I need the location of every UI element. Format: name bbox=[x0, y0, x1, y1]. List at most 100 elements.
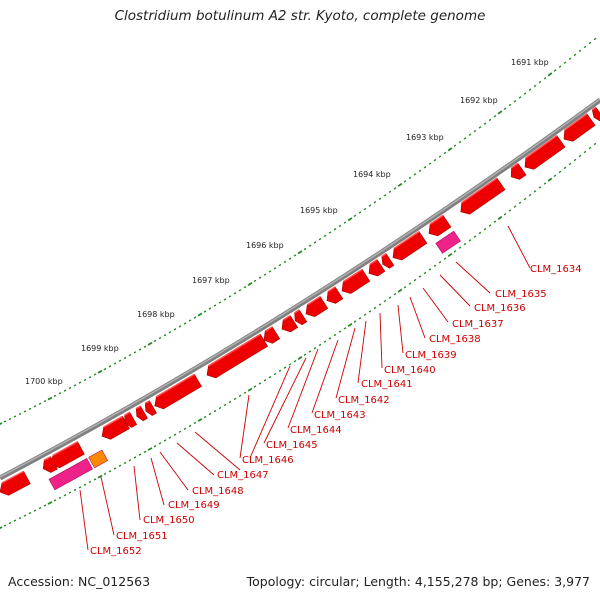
inner-tick-104 bbox=[518, 201, 522, 205]
gene-arrow-6-bevel bbox=[144, 400, 150, 405]
feature-pink-1652 bbox=[48, 458, 93, 491]
outer-tick-115 bbox=[573, 53, 577, 57]
outer-tick-57 bbox=[283, 260, 287, 264]
scale-label-1700: 1700 kbp bbox=[25, 377, 63, 386]
gene-arrow-3-bevel bbox=[103, 415, 123, 428]
outer-tick-66 bbox=[328, 231, 332, 234]
outer-tick-100 bbox=[497, 110, 503, 115]
inner-tick-116 bbox=[578, 154, 582, 158]
gene-label-clm-1634[interactable]: CLM_1634 bbox=[530, 264, 582, 275]
outer-tick-45 bbox=[223, 298, 227, 301]
outer-tick-99 bbox=[493, 114, 497, 118]
inner-tick-84 bbox=[418, 275, 422, 278]
leader-line-8 bbox=[335, 327, 356, 399]
inner-tick-47 bbox=[233, 397, 237, 401]
outer-tick-111 bbox=[553, 69, 557, 72]
gene-arrow-18 bbox=[428, 215, 452, 237]
outer-tick-76 bbox=[378, 197, 382, 200]
gene-label-clm-1635[interactable]: CLM_1635 bbox=[495, 289, 547, 300]
inner-tick-13 bbox=[63, 494, 67, 497]
scale-label-1693: 1693 kbp bbox=[406, 133, 444, 142]
gene-arrow-4-bevel bbox=[124, 411, 131, 416]
inner-tick-80 bbox=[397, 288, 403, 293]
gene-label-clm-1639[interactable]: CLM_1639 bbox=[405, 350, 457, 361]
gene-label-clm-1643[interactable]: CLM_1643 bbox=[314, 410, 366, 421]
outer-tick-14 bbox=[68, 386, 72, 390]
outer-tick-98 bbox=[488, 118, 492, 122]
inner-tick-81 bbox=[403, 285, 407, 289]
gene-label-clm-1644[interactable]: CLM_1644 bbox=[290, 425, 342, 436]
inner-tick-39 bbox=[193, 421, 197, 425]
outer-tick-67 bbox=[333, 228, 337, 231]
outer-tick-82 bbox=[408, 176, 412, 180]
scale-label-1697: 1697 kbp bbox=[192, 276, 230, 285]
genome-backbone bbox=[0, 97, 600, 481]
inner-tick-19 bbox=[93, 478, 97, 481]
gene-arrow-0 bbox=[0, 470, 31, 496]
gene-label-clm-1650[interactable]: CLM_1650 bbox=[143, 515, 195, 526]
outer-tick-77 bbox=[383, 194, 387, 197]
outer-tick-47 bbox=[233, 292, 237, 295]
outer-tick-69 bbox=[343, 221, 347, 224]
gene-label-clm-1638[interactable]: CLM_1638 bbox=[429, 334, 481, 345]
inner-tick-38 bbox=[188, 424, 192, 428]
inner-tick-61 bbox=[303, 353, 307, 356]
inner-tick-25 bbox=[123, 461, 127, 465]
gene-arrow-10-bevel bbox=[282, 314, 291, 321]
outer-tick-19 bbox=[93, 373, 97, 376]
gene-arrow-18-bevel bbox=[429, 214, 444, 225]
inner-tick-64 bbox=[318, 343, 322, 347]
gene-label-clm-1640[interactable]: CLM_1640 bbox=[384, 365, 436, 376]
inner-tick-10 bbox=[47, 501, 53, 505]
inner-tick-23 bbox=[113, 467, 117, 470]
gene-label-clm-1636[interactable]: CLM_1636 bbox=[474, 303, 526, 314]
inner-tick-78 bbox=[388, 296, 392, 299]
gene-label-clm-1651[interactable]: CLM_1651 bbox=[116, 531, 168, 542]
outer-tick-86 bbox=[428, 162, 432, 165]
gene-label-clm-1646[interactable]: CLM_1646 bbox=[242, 455, 294, 466]
gene-arrow-17-bevel bbox=[393, 231, 420, 250]
gene-label-clm-1648[interactable]: CLM_1648 bbox=[192, 486, 244, 497]
gene-arrow-13 bbox=[326, 286, 344, 304]
outer-tick-54 bbox=[268, 270, 272, 273]
outer-tick-46 bbox=[228, 295, 232, 298]
leader-line-7 bbox=[357, 320, 367, 384]
gene-label-clm-1647[interactable]: CLM_1647 bbox=[217, 470, 269, 481]
leader-line-1 bbox=[455, 261, 491, 294]
outer-tick-3 bbox=[13, 415, 17, 418]
outer-tick-83 bbox=[413, 173, 417, 176]
inner-tick-16 bbox=[78, 486, 82, 489]
inner-tick-117 bbox=[583, 150, 587, 154]
leader-line-9 bbox=[311, 339, 339, 414]
outer-tick-53 bbox=[263, 273, 267, 276]
outer-tick-87 bbox=[433, 158, 437, 162]
leader-line-13 bbox=[239, 394, 250, 459]
outer-tick-96 bbox=[478, 126, 482, 129]
inner-tick-20 bbox=[97, 474, 103, 479]
outer-tick-89 bbox=[443, 151, 447, 155]
gene-label-clm-1645[interactable]: CLM_1645 bbox=[266, 440, 318, 451]
gene-label-clm-1641[interactable]: CLM_1641 bbox=[361, 379, 413, 390]
inner-tick-30 bbox=[147, 447, 153, 451]
gene-label-clm-1652[interactable]: CLM_1652 bbox=[90, 546, 142, 557]
gene-label-clm-1649[interactable]: CLM_1649 bbox=[168, 500, 220, 511]
inner-tick-4 bbox=[18, 517, 22, 520]
inner-tick-18 bbox=[88, 480, 92, 484]
gene-label-clm-1642[interactable]: CLM_1642 bbox=[338, 395, 390, 406]
outer-tick-12 bbox=[58, 392, 62, 395]
inner-tick-57 bbox=[283, 366, 287, 369]
gene-arrow-4 bbox=[124, 411, 138, 428]
outer-tick-75 bbox=[373, 201, 377, 204]
inner-tick-1 bbox=[3, 524, 7, 527]
gene-arrow-5 bbox=[135, 405, 148, 422]
leader-line-6 bbox=[379, 312, 383, 369]
map-title: Clostridium botulinum A2 str. Kyoto, com… bbox=[114, 8, 486, 24]
outer-tick-80 bbox=[397, 182, 403, 187]
gene-label-clm-1637[interactable]: CLM_1637 bbox=[452, 319, 504, 330]
inner-tick-29 bbox=[143, 450, 147, 453]
outer-tick-56 bbox=[278, 263, 282, 267]
inner-tick-59 bbox=[293, 360, 297, 363]
inner-tick-66 bbox=[328, 337, 332, 340]
inner-tick-34 bbox=[168, 436, 172, 439]
